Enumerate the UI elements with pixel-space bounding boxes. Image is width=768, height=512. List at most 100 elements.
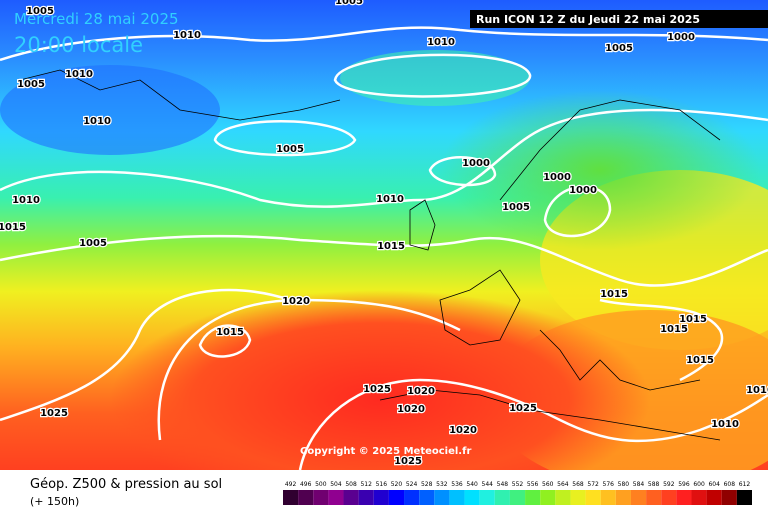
legend-label: 572 (587, 481, 599, 488)
isobar-label: 1005 (26, 6, 54, 17)
legend-swatch (721, 490, 737, 505)
legend-label: 500 (315, 481, 327, 488)
coastline (499, 99, 721, 201)
legend-swatch (449, 490, 465, 505)
legend-swatch (283, 490, 299, 505)
isobar-label: 1005 (17, 79, 45, 90)
legend-label: 560 (542, 481, 554, 488)
isobar-label: 1010 (711, 419, 739, 430)
legend-swatch (509, 490, 526, 505)
isobar-label: 1010 (376, 194, 404, 205)
legend-swatch (706, 490, 722, 505)
legend-swatch (479, 490, 495, 505)
legend-label: 576 (603, 481, 615, 488)
isobar-label: 1025 (363, 384, 391, 395)
isobar (198, 324, 252, 358)
legend-label: 608 (724, 481, 736, 488)
legend-swatch (646, 490, 662, 505)
isobar (0, 234, 768, 287)
legend-label: 584 (633, 481, 645, 488)
isobar-label: 1020 (282, 296, 310, 307)
legend-label: 548 (497, 481, 509, 488)
legend-swatch (298, 490, 314, 505)
legend-label: 596 (678, 481, 690, 488)
isobar-label: 1000 (569, 185, 597, 196)
legend-swatch (585, 490, 601, 505)
footer-subtitle: (+ 150h) (30, 495, 79, 508)
isobar-label: 1015 (679, 314, 707, 325)
isobar (157, 298, 461, 441)
legend-swatch (691, 490, 707, 505)
legend-label: 612 (739, 481, 751, 488)
isobar-label: 1025 (40, 408, 68, 419)
isobar (599, 298, 724, 382)
legend-label: 604 (708, 481, 720, 488)
isobar-label: 1010 (427, 37, 455, 48)
legend-swatch (525, 490, 541, 505)
date-label: Mercredi 28 mai 2025 (14, 10, 179, 28)
legend-swatch (736, 490, 752, 505)
isobars (0, 26, 768, 471)
legend-swatch (570, 490, 586, 505)
legend-swatch (661, 490, 677, 505)
coastline (379, 389, 721, 441)
isobar-label: 1015 (0, 222, 26, 233)
legend-swatch (434, 490, 450, 505)
legend-swatch (615, 490, 631, 505)
legend-swatch (388, 490, 405, 505)
legend-label: 568 (572, 481, 584, 488)
footer-title: Géop. Z500 & pression au sol (30, 477, 222, 492)
legend-label: 508 (345, 481, 357, 488)
isobar (0, 108, 768, 208)
isobar-label: 1020 (397, 404, 425, 415)
copyright: Copyright © 2025 Meteociel.fr (300, 446, 471, 457)
isobar-label: 1005 (79, 238, 107, 249)
isobar (543, 185, 612, 238)
legend-swatch (555, 490, 571, 505)
field-blue (0, 65, 220, 155)
legend-label: 552 (512, 481, 524, 488)
legend-swatch (540, 490, 556, 505)
legend-label: 496 (300, 481, 312, 488)
isobar-label: 1010 (65, 69, 93, 80)
isobar-label: 1020 (449, 425, 477, 436)
isobar-label: 1005 (276, 144, 304, 155)
coastline (409, 199, 436, 251)
legend-label: 492 (285, 481, 297, 488)
legend-label: 600 (693, 481, 705, 488)
legend-label: 588 (648, 481, 660, 488)
isobar-label: 1015 (686, 355, 714, 366)
legend-label: 516 (376, 481, 388, 488)
legend-swatch (419, 490, 435, 505)
legend-swatch (494, 490, 510, 505)
isobar-label: 1015 (660, 324, 688, 335)
legend-label: 564 (557, 481, 569, 488)
isobar (428, 156, 497, 187)
coastline (439, 269, 521, 346)
legend-swatch (373, 490, 389, 505)
coastlines (19, 69, 721, 441)
isobar-label: 1010 (746, 385, 768, 396)
legend-swatch (600, 490, 616, 505)
isobar (333, 53, 532, 98)
legend-label: 544 (482, 481, 494, 488)
legend-label: 504 (330, 481, 342, 488)
legend-label: 536 (451, 481, 463, 488)
legend-label: 512 (360, 481, 372, 488)
isobar-label: 1015 (216, 327, 244, 338)
isobar (298, 378, 768, 471)
isobar-label: 1000 (462, 158, 490, 169)
coastline (19, 69, 341, 121)
isobar-label: 1010 (173, 30, 201, 41)
isobar-label: 1000 (667, 32, 695, 43)
run-label: Run ICON 12 Z du Jeudi 22 mai 2025 (476, 13, 700, 26)
legend-label: 528 (421, 481, 433, 488)
isobar (0, 26, 768, 62)
legend-swatch (404, 490, 420, 505)
isobar-label: 1020 (407, 386, 435, 397)
legend-label: 532 (436, 481, 448, 488)
legend-label: 540 (466, 481, 478, 488)
isobar-label: 1010 (12, 195, 40, 206)
